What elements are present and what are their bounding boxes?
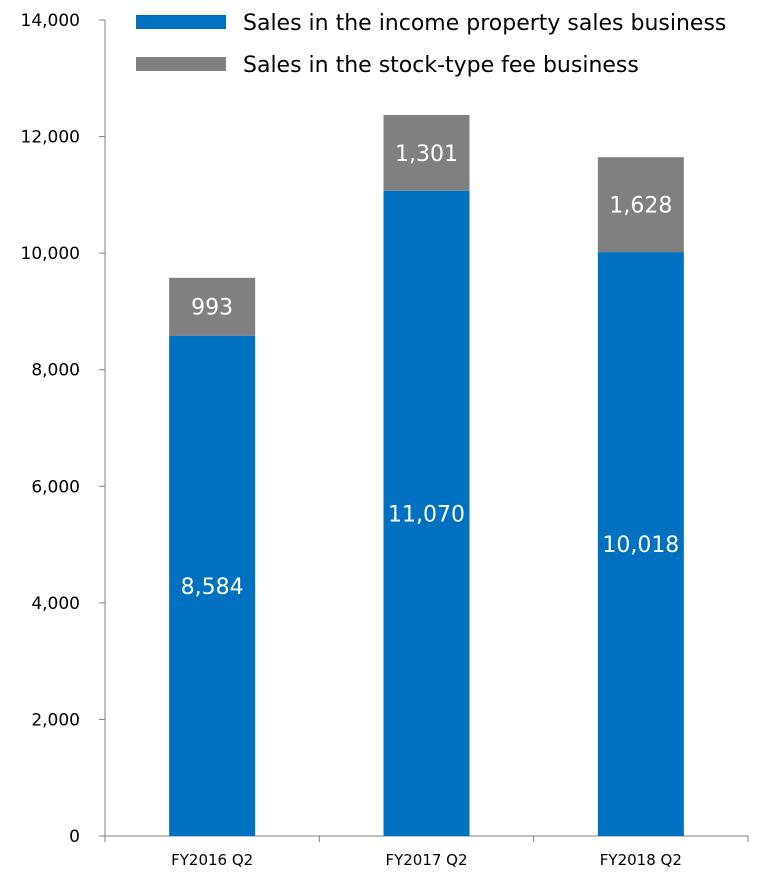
y-tick-label: 6,000 [31, 477, 80, 497]
y-tick-label: 0 [69, 827, 80, 847]
legend: Sales in the income property sales busin… [128, 2, 755, 86]
x-category-label: FY2017 Q2 [385, 851, 467, 869]
bar-segment [597, 157, 684, 253]
y-tick-label: 8,000 [31, 361, 80, 381]
y-tick-label: 2,000 [31, 710, 80, 730]
y-tick-label: 4,000 [31, 594, 80, 614]
bar-segment [169, 277, 256, 336]
data-label: 11,070 [388, 502, 465, 527]
y-tick-label: 12,000 [21, 128, 80, 148]
x-category-label: FY2018 Q2 [600, 851, 682, 869]
bars: 8,584 993 11,070 1,301 10,018 1,628 [169, 114, 684, 836]
legend-label: Sales in the stock-type fee business [243, 53, 639, 78]
data-label: 1,301 [395, 142, 458, 167]
legend-label: Sales in the income property sales busin… [243, 11, 726, 36]
y-tick-label: 14,000 [21, 11, 80, 31]
data-label: 993 [191, 296, 233, 321]
bar-segment [383, 114, 470, 191]
data-label: 8,584 [181, 575, 244, 600]
data-label: 1,628 [609, 194, 672, 219]
data-label: 10,018 [602, 533, 679, 558]
bar-segment [383, 190, 470, 836]
bar-segment [597, 252, 684, 836]
x-category-label: FY2016 Q2 [171, 851, 253, 869]
bar-segment [169, 335, 256, 836]
legend-box [128, 2, 755, 86]
y-tick-label: 10,000 [21, 244, 80, 264]
legend-swatch [136, 57, 226, 71]
axes: 0 2,000 4,000 6,000 8,000 10,000 12,000 14,000 F… [21, 11, 749, 869]
legend-swatch [136, 15, 226, 29]
